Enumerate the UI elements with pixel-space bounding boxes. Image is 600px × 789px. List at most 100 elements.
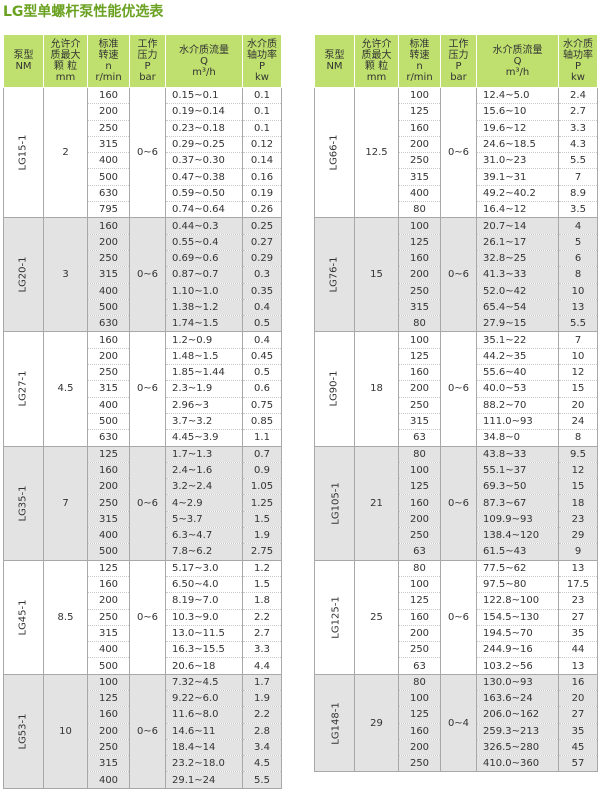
power-cell: 18 (558, 494, 598, 512)
speed-cell: 100 (398, 217, 441, 235)
model-cell: LG15-1 (3, 87, 44, 219)
flow-cell: 7.32~4.5 (165, 674, 243, 691)
pump-group: LG76-1 15 100 0~6 20.7~14 4 125 26.1~17 5 160 32.8… (314, 217, 598, 333)
flow-cell: 14.6~11 (165, 723, 243, 740)
power-cell: 1.9 (242, 690, 282, 708)
table-row: LG35-1 7 125 0~6 1.7~1.3 0.7 (3, 446, 282, 561)
power-cell: 35 (558, 625, 598, 643)
table-row: 315 0.29~0.25 0.12 (4, 136, 282, 154)
speed-cell: 100 (398, 690, 441, 708)
speed-cell: 125 (398, 592, 441, 610)
power-cell: 24 (558, 413, 598, 431)
table-row: 63 103.2~56 13 (315, 657, 598, 675)
speed-cell: 315 (87, 511, 130, 529)
table-row: 160 87.3~67 18 (315, 494, 598, 512)
table-row: 160 154.5~130 27 (315, 609, 598, 626)
power-cell: 2.2 (242, 609, 282, 626)
model-label: LG20-1 (17, 256, 29, 293)
speed-cell: 250 (398, 755, 441, 773)
speed-cell: 250 (87, 250, 130, 268)
power-cell: 0.14 (242, 152, 282, 170)
power-cell: 27 (558, 706, 598, 724)
flow-cell: 49.2~40.2 (476, 185, 559, 203)
flow-cell: 40.0~53 (476, 380, 559, 398)
flow-cell: 3.2~2.4 (165, 478, 243, 496)
speed-cell: 250 (398, 397, 441, 414)
power-cell: 0.35 (242, 283, 282, 300)
speed-cell: 80 (398, 201, 441, 219)
flow-cell: 154.5~130 (476, 609, 559, 626)
power-cell: 4.4 (242, 657, 282, 675)
pressure-cell: 0~6 (440, 560, 477, 675)
speed-cell: 80 (398, 560, 441, 577)
header-model: 泵型 NM (3, 34, 44, 88)
power-cell: 2.8 (242, 723, 282, 740)
power-cell: 12 (558, 364, 598, 382)
flow-cell: 0.37~0.30 (165, 152, 243, 170)
model-cell: LG148-1 (314, 674, 355, 773)
model-label: LG125-1 (330, 595, 342, 639)
table-row: 200 1.48~1.5 0.45 (4, 348, 282, 366)
table-row: 160 19.6~12 3.3 (315, 120, 598, 137)
flow-cell: 244.9~16 (476, 641, 559, 659)
flow-cell: 29.1~24 (165, 771, 243, 789)
speed-cell: 250 (398, 527, 441, 545)
power-cell: 3.5 (558, 201, 598, 219)
pressure-cell: 0~6 (440, 87, 477, 219)
table-row: 250 0.69~0.6 0.29 (4, 250, 282, 268)
table-row: 100 163.6~24 20 (315, 690, 598, 708)
table-row: 315 65.4~54 13 (315, 299, 598, 317)
table-row: 315 111.0~93 24 (315, 413, 598, 431)
pump-group: LG35-1 7 125 0~6 1.7~1.3 0.7 160 2.4~1.6 0.9 200 3… (3, 446, 282, 561)
flow-cell: 10.3~9.0 (165, 609, 243, 626)
flow-cell: 111.0~93 (476, 413, 559, 431)
table-row: 200 109.9~93 23 (315, 511, 598, 529)
power-cell: 0.4 (242, 331, 282, 349)
table-row: 200 0.19~0.14 0.1 (4, 103, 282, 121)
power-cell: 5.5 (558, 315, 598, 333)
flow-cell: 88.2~70 (476, 397, 559, 414)
pump-group: LG148-1 29 80 0~4 130.0~93 16 100 163.6~24 20 125… (314, 674, 598, 773)
flow-cell: 52.0~42 (476, 283, 559, 300)
flow-cell: 2.4~1.6 (165, 462, 243, 480)
speed-cell: 250 (87, 609, 130, 626)
header-particle-size: 允许介 质最大颗 粒 mm (354, 34, 399, 88)
power-cell: 23 (558, 511, 598, 529)
speed-cell: 400 (87, 771, 130, 789)
power-cell: 13 (558, 299, 598, 317)
flow-cell: 1.38~1.2 (165, 299, 243, 317)
speed-cell: 315 (87, 625, 130, 643)
speed-cell: 500 (87, 413, 130, 431)
header-particle-size: 允许介 质最大颗 粒 mm (43, 34, 88, 88)
model-cell: LG125-1 (314, 560, 355, 675)
table-row: LG27-1 4.5 160 0~6 1.2~0.9 0.4 (3, 331, 282, 447)
table-row: 200 3.2~2.4 1.05 (4, 478, 282, 496)
flow-cell: 65.4~54 (476, 299, 559, 317)
speed-cell: 315 (87, 136, 130, 154)
header-speed: 标准 转速 n r/min (398, 34, 441, 88)
speed-cell: 160 (87, 576, 130, 594)
table-row: 400 2.96~3 0.75 (4, 397, 282, 414)
pressure-cell: 0~6 (129, 674, 166, 789)
model-label: LG45-1 (17, 599, 29, 636)
speed-cell: 250 (87, 364, 130, 382)
flow-cell: 43.8~33 (476, 446, 559, 463)
flow-cell: 6.50~4.0 (165, 576, 243, 594)
table-row: 500 0.47~0.38 0.16 (4, 168, 282, 186)
table-row: 315 2.3~1.9 0.6 (4, 380, 282, 398)
power-cell: 1.5 (242, 576, 282, 594)
model-label: LG35-1 (17, 485, 29, 522)
speed-cell: 80 (398, 446, 441, 463)
power-cell: 0.9 (242, 462, 282, 480)
flow-cell: 19.6~12 (476, 120, 559, 137)
table-row: LG45-1 8.5 125 0~6 5.17~3.0 1.2 (3, 560, 282, 675)
power-cell: 1.8 (242, 592, 282, 610)
model-cell: LG53-1 (3, 674, 44, 789)
speed-cell: 125 (398, 103, 441, 121)
speed-cell: 250 (87, 739, 130, 757)
flow-cell: 20.7~14 (476, 217, 559, 235)
power-cell: 2.7 (242, 625, 282, 643)
power-cell: 20 (558, 690, 598, 708)
power-cell: 0.1 (242, 120, 282, 137)
